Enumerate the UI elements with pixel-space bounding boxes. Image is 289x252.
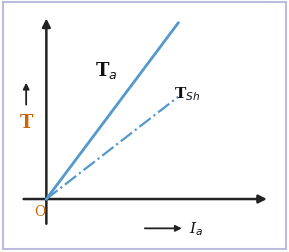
Text: T$_a$: T$_a$ (95, 60, 117, 81)
Text: I$_a$: I$_a$ (189, 220, 203, 237)
Text: O: O (34, 204, 45, 218)
Text: T$_{Sh}$: T$_{Sh}$ (174, 84, 200, 102)
Text: T: T (19, 113, 33, 131)
